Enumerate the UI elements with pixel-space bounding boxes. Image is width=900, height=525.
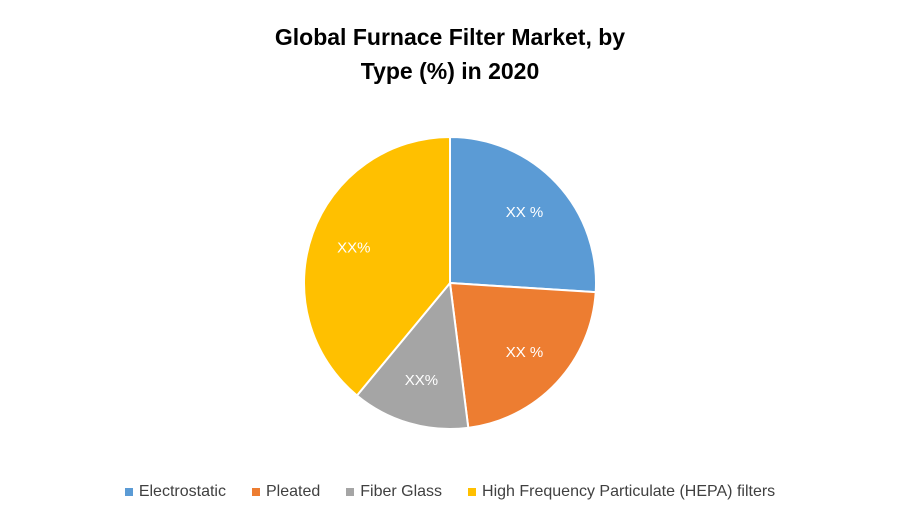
legend-label: Fiber Glass (360, 483, 443, 500)
legend-swatch (251, 488, 260, 496)
title-wrap: Global Furnace Filter Market, by Type (%… (0, 20, 900, 88)
data-label: XX % (506, 344, 544, 361)
chart: XX % XX % XX% XX% (303, 135, 597, 430)
legend-swatch (346, 488, 355, 496)
chart-title: Global Furnace Filter Market, by Type (%… (274, 24, 626, 84)
data-label: XX% (337, 239, 370, 256)
pie-slice (303, 135, 451, 397)
pie-slice (449, 135, 597, 294)
pie-slice (448, 281, 597, 429)
legend-label: Pleated (265, 483, 321, 500)
data-label: XX% (405, 372, 438, 389)
legend: Electrostatic Pleated Fiber Glass High Freq… (0, 483, 900, 501)
legend-item: Electrostatic (124, 483, 226, 501)
legend-item: High Frequency Particulate (HEPA) filter… (468, 483, 775, 501)
legend-label: High Frequency Particulate (HEPA) filter… (482, 483, 776, 500)
pie-slice (355, 280, 470, 430)
legend-label: Electrostatic (138, 483, 226, 500)
legend-item: Pleated (251, 483, 321, 501)
legend-swatch (124, 488, 133, 496)
legend-item: Fiber Glass (346, 483, 442, 501)
legend-swatch (468, 488, 477, 496)
data-label: XX % (506, 204, 544, 221)
